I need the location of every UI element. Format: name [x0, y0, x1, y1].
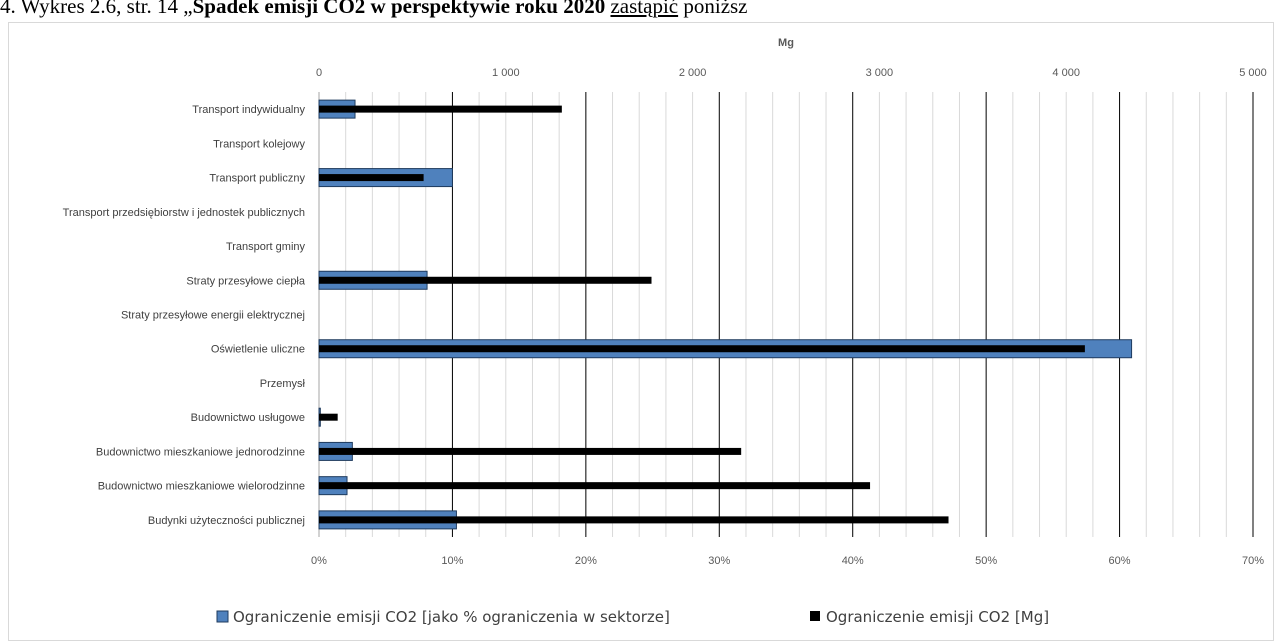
bar-mg [319, 413, 338, 421]
bottom-axis-tick-label: 20% [575, 555, 597, 567]
document-text-line: 4. Wykres 2.6, str. 14 „Spadek emisji CO… [0, 0, 1276, 20]
category-label: Oświetlenie uliczne [211, 344, 305, 356]
category-label: Transport przedsiębiorstw i jednostek pu… [63, 207, 305, 219]
top-axis-tick-label: 4 000 [1052, 67, 1080, 79]
category-label: Straty przesyłowe ciepła [186, 275, 305, 287]
legend-swatch-mg [810, 611, 820, 621]
legend-label-mg: Ograniczenie emisji CO2 [Mg] [826, 608, 1049, 626]
bar-mg [319, 516, 949, 524]
legend-swatch-percent [216, 610, 229, 623]
bottom-axis-tick-label: 70% [1242, 555, 1264, 567]
category-label: Przemysł [260, 378, 306, 390]
category-label: Transport kolejowy [213, 138, 305, 150]
bar-mg [319, 447, 742, 455]
bottom-axis-tick-label: 10% [441, 555, 463, 567]
bar-mg [319, 482, 871, 490]
legend-label-percent: Ograniczenie emisji CO2 [jako % ogranicz… [233, 608, 670, 626]
document-text-underlined: zastąpić [610, 0, 679, 18]
top-axis-tick-label: 2 000 [679, 67, 707, 79]
top-axis-title: Mg [778, 37, 794, 49]
category-label: Transport publiczny [209, 173, 305, 185]
bottom-axis-tick-label: 30% [708, 555, 730, 567]
top-axis-tick-label: 5 000 [1239, 67, 1267, 79]
bottom-axis-tick-label: 60% [1109, 555, 1131, 567]
category-label: Transport gminy [226, 241, 306, 253]
bar-mg [319, 174, 424, 182]
category-label: Budownictwo usługowe [191, 412, 305, 424]
bottom-axis-tick-label: 50% [975, 555, 997, 567]
document-text-suffix: poniższ [678, 0, 748, 18]
category-label: Straty przesyłowe energii elektrycznej [121, 310, 305, 322]
category-label: Budownictwo mieszkaniowe jednorodzinne [96, 446, 305, 458]
bottom-axis-tick-label: 40% [842, 555, 864, 567]
top-axis-tick-label: 0 [316, 67, 322, 79]
bar-mg [319, 276, 652, 284]
category-label: Transport indywidualny [192, 104, 305, 116]
category-label: Budownictwo mieszkaniowe wielorodzinne [98, 481, 305, 493]
top-axis-tick-label: 1 000 [492, 67, 520, 79]
top-axis-tick-label: 3 000 [866, 67, 894, 79]
document-text-prefix: 4. Wykres 2.6, str. 14 „ [0, 0, 193, 18]
document-text-bold: Spadek emisji CO2 w perspektywie roku 20… [192, 0, 606, 18]
chart-frame [8, 22, 1274, 641]
category-label: Budynki użyteczności publicznej [148, 515, 305, 527]
bar-mg [319, 105, 562, 113]
bar-mg [319, 345, 1085, 353]
bottom-axis-tick-label: 0% [311, 555, 327, 567]
